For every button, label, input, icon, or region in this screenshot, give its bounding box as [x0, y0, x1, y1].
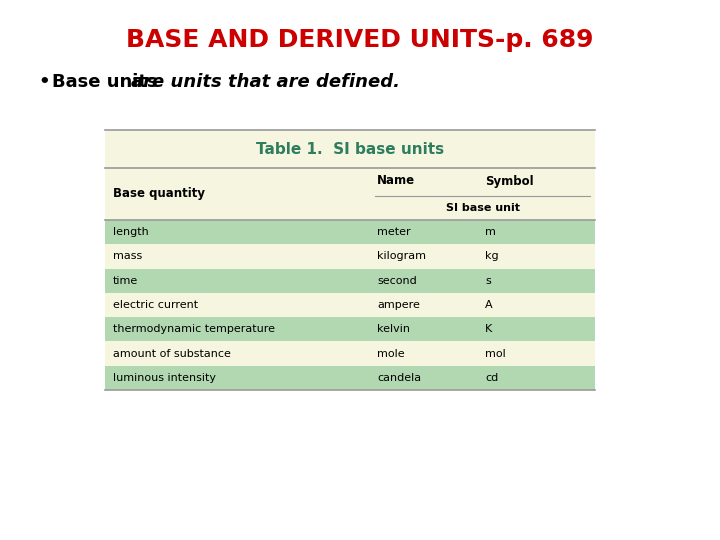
- Text: length: length: [113, 227, 149, 237]
- Text: meter: meter: [377, 227, 410, 237]
- Text: A: A: [485, 300, 492, 310]
- Text: thermodynamic temperature: thermodynamic temperature: [113, 325, 275, 334]
- Bar: [105, 366, 595, 390]
- Text: mole: mole: [377, 349, 405, 359]
- Text: Base quantity: Base quantity: [113, 187, 205, 200]
- Text: Table 1.  SI base units: Table 1. SI base units: [256, 141, 444, 157]
- Text: s: s: [485, 276, 491, 286]
- Text: amount of substance: amount of substance: [113, 349, 231, 359]
- Text: Symbol: Symbol: [485, 174, 534, 187]
- Text: are units that are defined.: are units that are defined.: [131, 73, 400, 91]
- Text: BASE AND DERIVED UNITS-p. 689: BASE AND DERIVED UNITS-p. 689: [126, 28, 594, 52]
- Text: m: m: [485, 227, 496, 237]
- Text: electric current: electric current: [113, 300, 198, 310]
- Bar: [105, 317, 595, 341]
- Text: kelvin: kelvin: [377, 325, 410, 334]
- Bar: [105, 130, 595, 390]
- Text: mol: mol: [485, 349, 505, 359]
- Text: SI base unit: SI base unit: [446, 203, 521, 213]
- Text: K: K: [485, 325, 492, 334]
- Text: luminous intensity: luminous intensity: [113, 373, 216, 383]
- Text: cd: cd: [485, 373, 498, 383]
- Text: kg: kg: [485, 252, 499, 261]
- Text: Base units: Base units: [52, 73, 164, 91]
- Bar: [105, 220, 595, 244]
- Text: mass: mass: [113, 252, 143, 261]
- Text: second: second: [377, 276, 417, 286]
- Bar: [105, 268, 595, 293]
- Text: kilogram: kilogram: [377, 252, 426, 261]
- Text: time: time: [113, 276, 138, 286]
- Text: Name: Name: [377, 174, 415, 187]
- Text: ampere: ampere: [377, 300, 420, 310]
- Text: •: •: [38, 73, 50, 91]
- Text: candela: candela: [377, 373, 421, 383]
